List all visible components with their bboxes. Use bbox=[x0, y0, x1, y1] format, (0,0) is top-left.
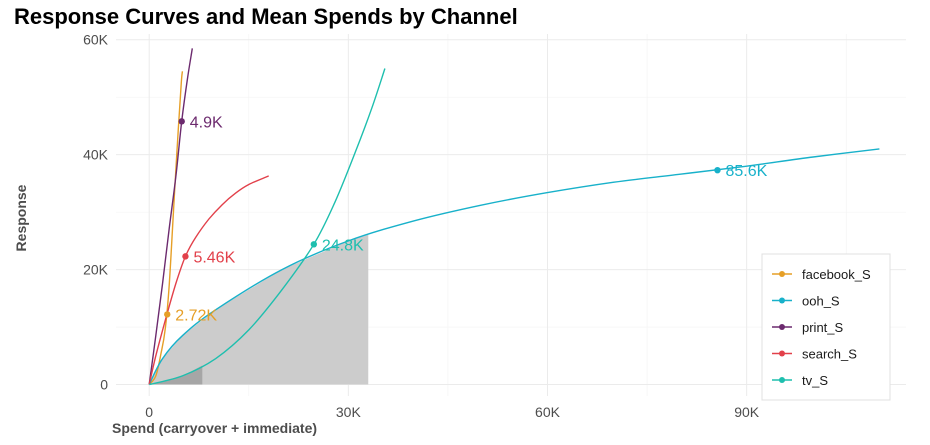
y-tick-label: 60K bbox=[83, 32, 109, 48]
mean-point-ooh_S bbox=[714, 166, 721, 174]
mean-point-facebook_S bbox=[164, 311, 171, 318]
tick-labels: 0 30K 60K 90K 0 20K 40K 60K bbox=[83, 32, 760, 420]
x-tick-label: 60K bbox=[535, 404, 561, 420]
mean-label-facebook_S: 2.72K bbox=[175, 307, 217, 324]
y-tick-label: 40K bbox=[83, 147, 109, 163]
series-line-search_S bbox=[148, 175, 269, 385]
mean-label-print_S: 4.9K bbox=[190, 114, 223, 131]
y-tick-label: 0 bbox=[100, 377, 108, 393]
mean-point-search_S bbox=[182, 253, 189, 260]
series-lines bbox=[148, 48, 880, 386]
mean-label-ooh_S: 85.6K bbox=[725, 163, 767, 180]
legend-key-point bbox=[779, 377, 785, 383]
shaded-area-ooh_S bbox=[149, 234, 369, 385]
y-axis-title: Response bbox=[13, 184, 29, 251]
legend-label-print_S: print_S bbox=[802, 320, 844, 335]
x-tick-label: 30K bbox=[336, 404, 362, 420]
shaded-areas bbox=[149, 234, 369, 385]
mean-points bbox=[164, 118, 721, 318]
mean-point-tv_S bbox=[310, 241, 318, 248]
x-tick-label: 0 bbox=[145, 404, 153, 420]
legend-key-point bbox=[779, 324, 785, 330]
legend-key-point bbox=[779, 297, 785, 304]
x-tick-label: 90K bbox=[734, 404, 760, 420]
legend-box bbox=[761, 253, 891, 401]
legend-label-tv_S: tv_S bbox=[802, 373, 828, 388]
grid bbox=[116, 34, 906, 396]
mean-point-print_S bbox=[178, 118, 185, 125]
series-line-print_S bbox=[148, 48, 193, 385]
mean-label-tv_S: 24.8K bbox=[322, 237, 364, 254]
series-line-facebook_S bbox=[148, 71, 184, 385]
legend: facebook_S ooh_S print_S search_S tv_S bbox=[761, 253, 891, 401]
chart-title: Response Curves and Mean Spends by Chann… bbox=[14, 4, 518, 29]
x-axis-title: Spend (carryover + immediate) bbox=[112, 420, 317, 436]
series-line-tv_S bbox=[149, 68, 386, 386]
mean-labels: 2.72K 85.6K 4.9K 5.46K 24.8K bbox=[175, 114, 767, 324]
legend-label-ooh_S: ooh_S bbox=[802, 294, 840, 309]
shaded-area-tv_S bbox=[149, 365, 203, 385]
mean-label-search_S: 5.46K bbox=[193, 249, 235, 266]
legend-key-point bbox=[779, 271, 785, 277]
legend-label-facebook_S: facebook_S bbox=[802, 267, 871, 282]
series-line-ooh_S bbox=[148, 148, 880, 385]
legend-key-point bbox=[779, 350, 785, 357]
legend-label-search_S: search_S bbox=[802, 347, 857, 362]
y-tick-label: 20K bbox=[83, 262, 109, 278]
